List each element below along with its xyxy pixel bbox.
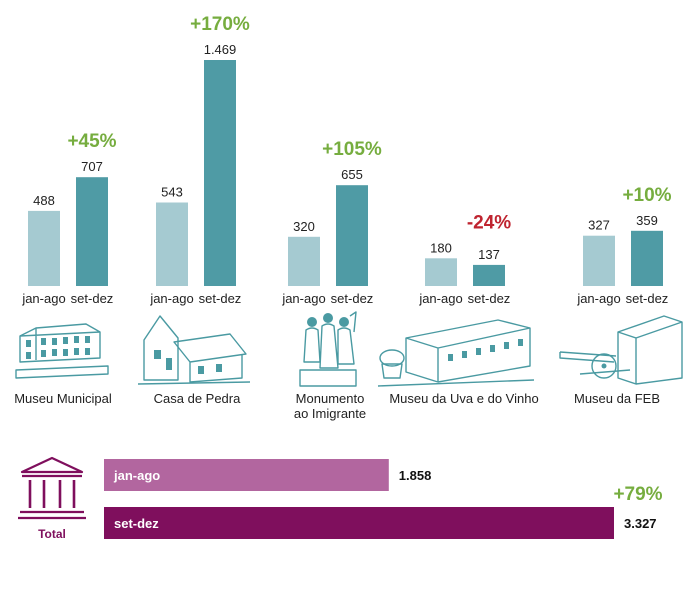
period-label: jan-ago [576,291,620,306]
casa-de-pedra-house-icon [137,315,251,385]
period-label: set-dez [199,291,242,306]
period-label: set-dez [71,291,114,306]
bar-value-label: 359 [636,213,658,228]
total-period-label: set-dez [114,516,159,531]
total-bar-set-dez [104,507,614,539]
period-label: set-dez [331,291,374,306]
period-label: set-dez [626,291,669,306]
museum-name: Casa de Pedra [154,391,241,406]
bar-group: 327 jan-ago 359 set-dez +10% Museu da FEB [574,185,672,406]
museu-da-uva-building-icon [377,319,535,387]
monumento-statue-icon [299,311,357,387]
bar-set-dez [76,177,108,286]
museum-name: Museu da FEB [574,391,660,406]
bar-set-dez [631,230,663,286]
period-label: jan-ago [21,291,65,306]
total-bar-jan-ago [104,459,389,491]
bar-value-label: 137 [478,247,500,262]
total-period-label: jan-ago [113,468,160,483]
bar-value-label: 180 [430,240,452,255]
bar-jan-ago [583,235,615,286]
period-label: jan-ago [149,291,193,306]
museum-name: Museu da Uva e do Vinho [389,391,538,406]
period-label: jan-ago [281,291,325,306]
bar-value-label: 543 [161,185,183,200]
bar-value-label: 1.469 [204,42,237,57]
bar-jan-ago [288,236,320,286]
change-percent: +170% [190,14,250,35]
period-label: set-dez [468,291,511,306]
museum-columns-icon [18,456,86,520]
total-change-percent: +79% [613,484,662,505]
bar-group: 488 jan-ago 707 set-dez +45% Museu Municipal [14,131,116,406]
museu-municipal-building-icon [15,323,109,379]
total-title: Total [38,527,66,541]
bar-set-dez [336,185,368,286]
museum-name: Museu Municipal [14,391,112,406]
total-value-label: 3.327 [624,516,657,531]
bar-value-label: 327 [588,218,610,233]
museum-name: Monumento [296,391,365,406]
change-percent: +10% [622,185,671,206]
change-percent: +105% [322,139,382,160]
bar-value-label: 488 [33,193,55,208]
bar-jan-ago [425,258,457,286]
bar-value-label: 655 [341,167,363,182]
bar-value-label: 707 [81,159,103,174]
bar-set-dez [473,264,505,286]
bar-value-label: 320 [293,219,315,234]
bar-group: 180 jan-ago 137 set-dez -24% Museu da Uva e d… [389,212,538,406]
change-percent: -24% [467,212,511,233]
museu-da-feb-cannon-icon [559,315,683,385]
change-percent: +45% [67,131,116,152]
bar-jan-ago [28,210,60,286]
total-value-label: 1.858 [399,468,432,483]
bar-group: 543 jan-ago 1.469 set-dez +170% Casa de Pedra [149,14,250,406]
museum-name: ao Imigrante [294,406,366,421]
bar-jan-ago [156,202,188,286]
bar-set-dez [204,60,236,286]
period-label: jan-ago [418,291,462,306]
